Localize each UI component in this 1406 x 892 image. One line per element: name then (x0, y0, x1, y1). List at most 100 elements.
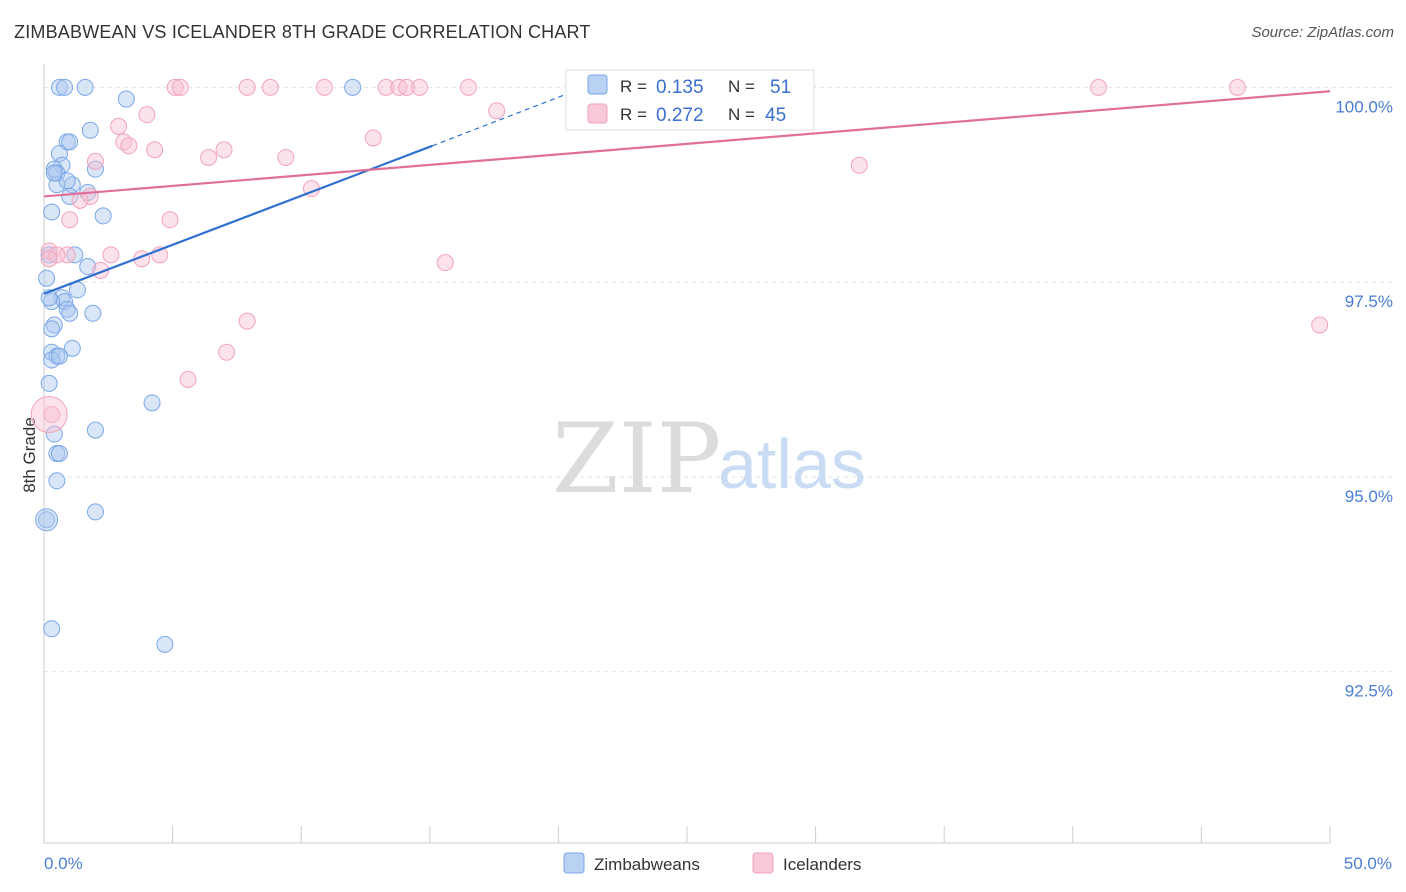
zimbabweans-r-value: 0.135 (656, 77, 704, 98)
icelanders-n-label: N = (728, 105, 755, 124)
x-tick-label: 50.0% (1344, 854, 1392, 873)
zimbabwean-point (76, 78, 94, 96)
legend-icelanders-swatch (752, 852, 774, 874)
trend-lines (43, 86, 1331, 295)
zimbabwean-point (50, 78, 68, 96)
y-tick-label: 100.0% (1335, 97, 1393, 116)
watermark: ZIP atlas (552, 403, 866, 515)
icelander-point (238, 78, 256, 96)
zimbabwean-point (344, 78, 362, 96)
zimbabwean-point (45, 164, 63, 182)
zimbabwean-point (38, 511, 56, 529)
zimbabweans-n-value: 51 (770, 77, 791, 98)
icelander-point (215, 141, 233, 159)
icelander-point (200, 148, 218, 166)
zimbabwean-point (50, 347, 68, 365)
icelander-point (277, 148, 295, 166)
icelander-point (1228, 78, 1246, 96)
icelander-point (110, 117, 128, 135)
series-legend: Zimbabweans Icelanders (563, 852, 861, 874)
icelander-point (166, 78, 184, 96)
zimbabwean-point (43, 320, 61, 338)
zimbabwean-point (79, 258, 97, 276)
icelanders-points (30, 78, 1329, 434)
icelander-point (488, 102, 506, 120)
icelander-point (171, 78, 189, 96)
icelander-point (315, 78, 333, 96)
zimbabwean-point (61, 133, 79, 151)
stats-legend: R = 0.135 N = 51 R = 0.272 N = 45 (565, 69, 815, 131)
icelander-point (138, 106, 156, 124)
zimbabwean-point (56, 78, 74, 96)
zimbabwean-point (50, 445, 68, 462)
zimbabwean-point-large (35, 508, 59, 532)
icelander-point (364, 129, 382, 147)
watermark-atlas: atlas (718, 425, 866, 503)
watermark-zip: ZIP (552, 403, 721, 515)
icelander-point (1090, 78, 1108, 96)
icelander-point (61, 211, 79, 229)
x-tick-label: 0.0% (44, 854, 83, 873)
tick-labels: 100.0% 97.5% 95.0% 92.5% 0.0% 50.0% (44, 97, 1393, 873)
icelander-point (120, 137, 138, 155)
icelander-point (377, 78, 395, 96)
icelander-point (86, 152, 104, 170)
zimbabwean-point (63, 339, 81, 357)
icelander-point (48, 246, 66, 264)
icelander-point (238, 312, 256, 330)
icelanders-r-label: R = (620, 105, 647, 124)
zimbabwean-point (43, 620, 61, 638)
icelander-point (102, 246, 120, 264)
icelander-point (71, 191, 89, 209)
zimbabweans-points (35, 78, 362, 653)
legend-icelanders-label: Icelanders (783, 855, 861, 874)
icelanders-trend-line (43, 90, 1331, 198)
zimbabwean-point (61, 187, 79, 205)
zimbabwean-point (94, 207, 112, 225)
axes (43, 64, 1331, 844)
source-attribution: Source: ZipAtlas.com (1251, 24, 1394, 41)
icelander-point (459, 78, 477, 96)
zimbabwean-point (61, 304, 79, 322)
zimbabwean-point (43, 351, 61, 369)
icelander-point-large (30, 396, 68, 434)
zimbabwean-point (86, 421, 104, 439)
zimbabwean-point (86, 503, 104, 521)
zimbabweans-r-label: R = (620, 77, 647, 96)
zimbabwean-point (117, 90, 135, 108)
icelander-point (43, 406, 61, 424)
zimbabweans-stats-swatch (587, 74, 608, 95)
legend-zimbabweans-label: Zimbabweans (594, 855, 700, 874)
zimbabwean-point (40, 374, 58, 392)
y-tick-label: 95.0% (1345, 487, 1393, 506)
zimbabwean-point (48, 472, 66, 490)
zimbabweans-trend-extension (432, 86, 585, 147)
gridlines (44, 86, 1392, 673)
icelander-point (436, 254, 454, 272)
zimbabweans-n-label: N = (728, 77, 755, 96)
icelander-point (161, 211, 179, 229)
icelanders-n-value: 45 (765, 105, 786, 126)
icelander-point (850, 156, 868, 174)
y-tick-label: 92.5% (1345, 682, 1393, 701)
zimbabwean-point (143, 394, 161, 412)
zimbabwean-point (84, 304, 102, 322)
y-tick-label: 97.5% (1345, 292, 1393, 311)
icelander-point (218, 343, 236, 361)
legend-zimbabweans-swatch (563, 852, 585, 874)
zimbabwean-point (156, 635, 174, 653)
zimbabwean-point (81, 121, 99, 139)
icelander-point (146, 141, 164, 159)
icelanders-r-value: 0.272 (656, 105, 704, 126)
icelanders-stats-swatch (587, 103, 608, 124)
zimbabwean-point (43, 203, 61, 221)
icelander-point (40, 250, 58, 268)
icelander-point (411, 78, 429, 96)
zimbabwean-point (38, 269, 56, 287)
icelander-point (58, 246, 76, 264)
icelander-point (261, 78, 279, 96)
icelander-point (398, 78, 416, 96)
icelander-point (1311, 316, 1329, 334)
icelander-point (179, 370, 197, 388)
